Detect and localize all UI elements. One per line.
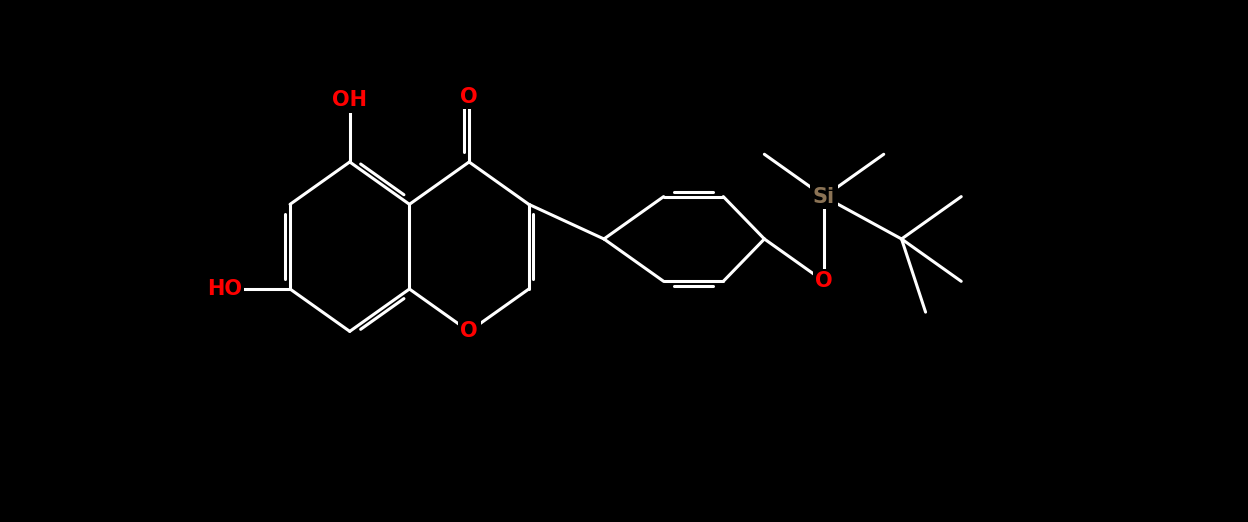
Text: OH: OH — [332, 90, 367, 110]
Text: O: O — [461, 322, 478, 341]
Text: O: O — [461, 87, 478, 106]
Text: O: O — [815, 271, 832, 291]
Text: Si: Si — [812, 187, 835, 207]
Text: HO: HO — [207, 279, 242, 299]
